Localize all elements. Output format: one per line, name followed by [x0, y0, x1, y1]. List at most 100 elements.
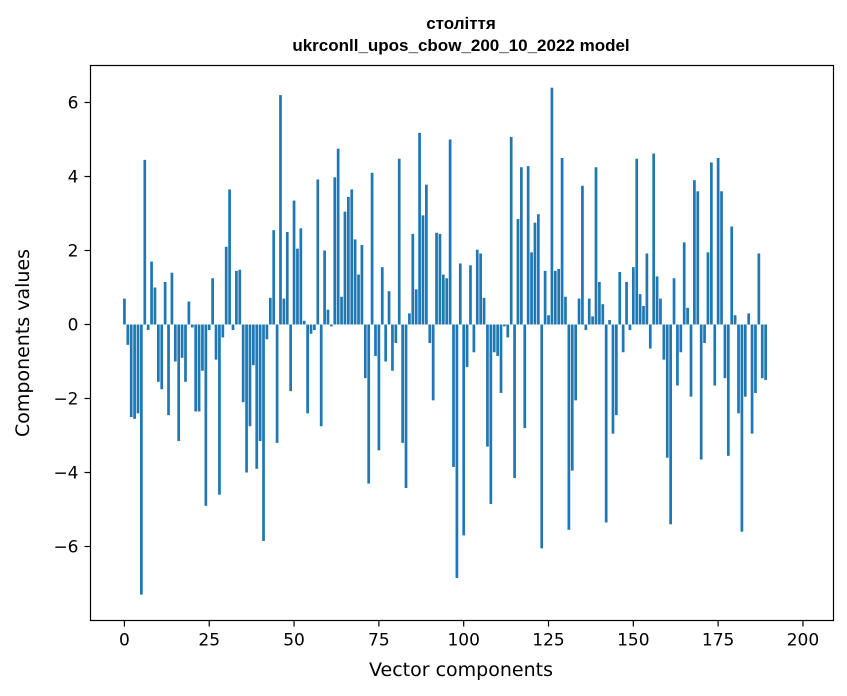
bar-97	[452, 324, 455, 467]
x-tick-label: 200	[787, 631, 819, 651]
bar-126	[550, 87, 554, 325]
bar-76	[380, 267, 384, 325]
bar-164	[679, 324, 683, 353]
bar-117	[520, 167, 523, 325]
bar-34	[238, 269, 242, 325]
bar-115	[513, 324, 516, 479]
bar-56	[313, 324, 316, 331]
y-tick-label: 6	[68, 94, 79, 114]
bar-131	[567, 324, 571, 530]
bar-2	[129, 324, 133, 417]
bar-153	[642, 306, 645, 325]
x-tick-label: 75	[368, 631, 390, 651]
bar-16	[177, 324, 181, 442]
bar-29	[221, 324, 225, 338]
bar-53	[302, 320, 306, 325]
bar-51	[296, 248, 299, 325]
bar-22	[197, 324, 201, 412]
bars-group	[123, 87, 767, 595]
bar-81	[397, 158, 401, 325]
bar-68	[353, 239, 357, 325]
bar-165	[682, 242, 686, 325]
bar-189	[764, 324, 767, 380]
bar-151	[635, 158, 639, 325]
bar-184	[747, 313, 751, 325]
bar-39	[255, 324, 259, 469]
bar-177	[723, 324, 727, 379]
bar-119	[526, 166, 530, 325]
bar-64	[340, 296, 343, 325]
x-tick-label: 150	[617, 631, 649, 651]
bar-63	[336, 148, 340, 325]
chart-title: століття	[426, 14, 496, 33]
bar-44	[272, 230, 276, 325]
bar-152	[638, 294, 642, 325]
bar-178	[726, 324, 730, 456]
bar-181	[737, 324, 740, 414]
bar-36	[245, 324, 248, 473]
bar-136	[584, 324, 588, 331]
bar-142	[604, 324, 608, 523]
bar-175	[716, 158, 720, 325]
bar-187	[757, 253, 761, 325]
bar-69	[357, 274, 360, 325]
bar-11	[160, 324, 164, 390]
bar-55	[309, 324, 313, 334]
bar-9	[153, 287, 157, 325]
bar-101	[465, 324, 469, 368]
bar-50	[292, 200, 296, 325]
y-tick-label: −4	[53, 464, 78, 484]
bar-33	[235, 270, 238, 325]
bar-1	[126, 324, 130, 345]
bar-38	[251, 324, 255, 366]
bar-143	[608, 320, 611, 325]
bar-100	[462, 324, 466, 536]
bar-110	[496, 324, 499, 356]
bar-61	[330, 324, 333, 327]
bar-5	[140, 324, 143, 595]
bar-169	[696, 191, 700, 325]
bar-138	[591, 316, 594, 325]
plot-frame	[89, 64, 835, 622]
bar-127	[553, 270, 557, 325]
bar-176	[720, 191, 723, 325]
bar-113	[506, 324, 510, 338]
bar-42	[265, 324, 269, 340]
bar-174	[713, 324, 717, 386]
bar-162	[672, 278, 676, 325]
x-tick-label: 0	[119, 631, 130, 651]
bar-123	[540, 324, 544, 549]
bar-172	[706, 252, 710, 325]
bar-156	[652, 153, 656, 325]
y-tick-label: 2	[68, 242, 79, 262]
bar-19	[187, 301, 191, 325]
y-axis-label: Components values	[12, 249, 34, 437]
bar-45	[275, 324, 279, 443]
bar-49	[289, 324, 293, 392]
bar-40	[258, 324, 262, 442]
bar-66	[346, 196, 350, 325]
y-tick-label: 4	[68, 168, 79, 188]
bar-154	[645, 253, 649, 325]
bar-125	[547, 315, 550, 325]
bar-88	[421, 215, 425, 325]
bar-83	[404, 324, 408, 489]
x-tick-label: 125	[532, 631, 564, 651]
bar-30	[224, 246, 228, 325]
bar-60	[326, 309, 330, 325]
bar-170	[699, 324, 703, 460]
bar-73	[370, 172, 374, 325]
bar-26	[211, 278, 214, 325]
bar-25	[207, 324, 211, 331]
bar-54	[306, 324, 309, 414]
bar-59	[323, 250, 326, 325]
bar-158	[659, 298, 662, 325]
bar-31	[228, 189, 231, 325]
x-axis-label: Vector components	[369, 659, 553, 681]
bar-52	[299, 228, 303, 325]
bar-182	[740, 324, 744, 532]
bar-70	[360, 244, 364, 325]
bar-12	[163, 281, 167, 325]
bar-7	[146, 324, 150, 331]
bar-109	[492, 324, 496, 353]
